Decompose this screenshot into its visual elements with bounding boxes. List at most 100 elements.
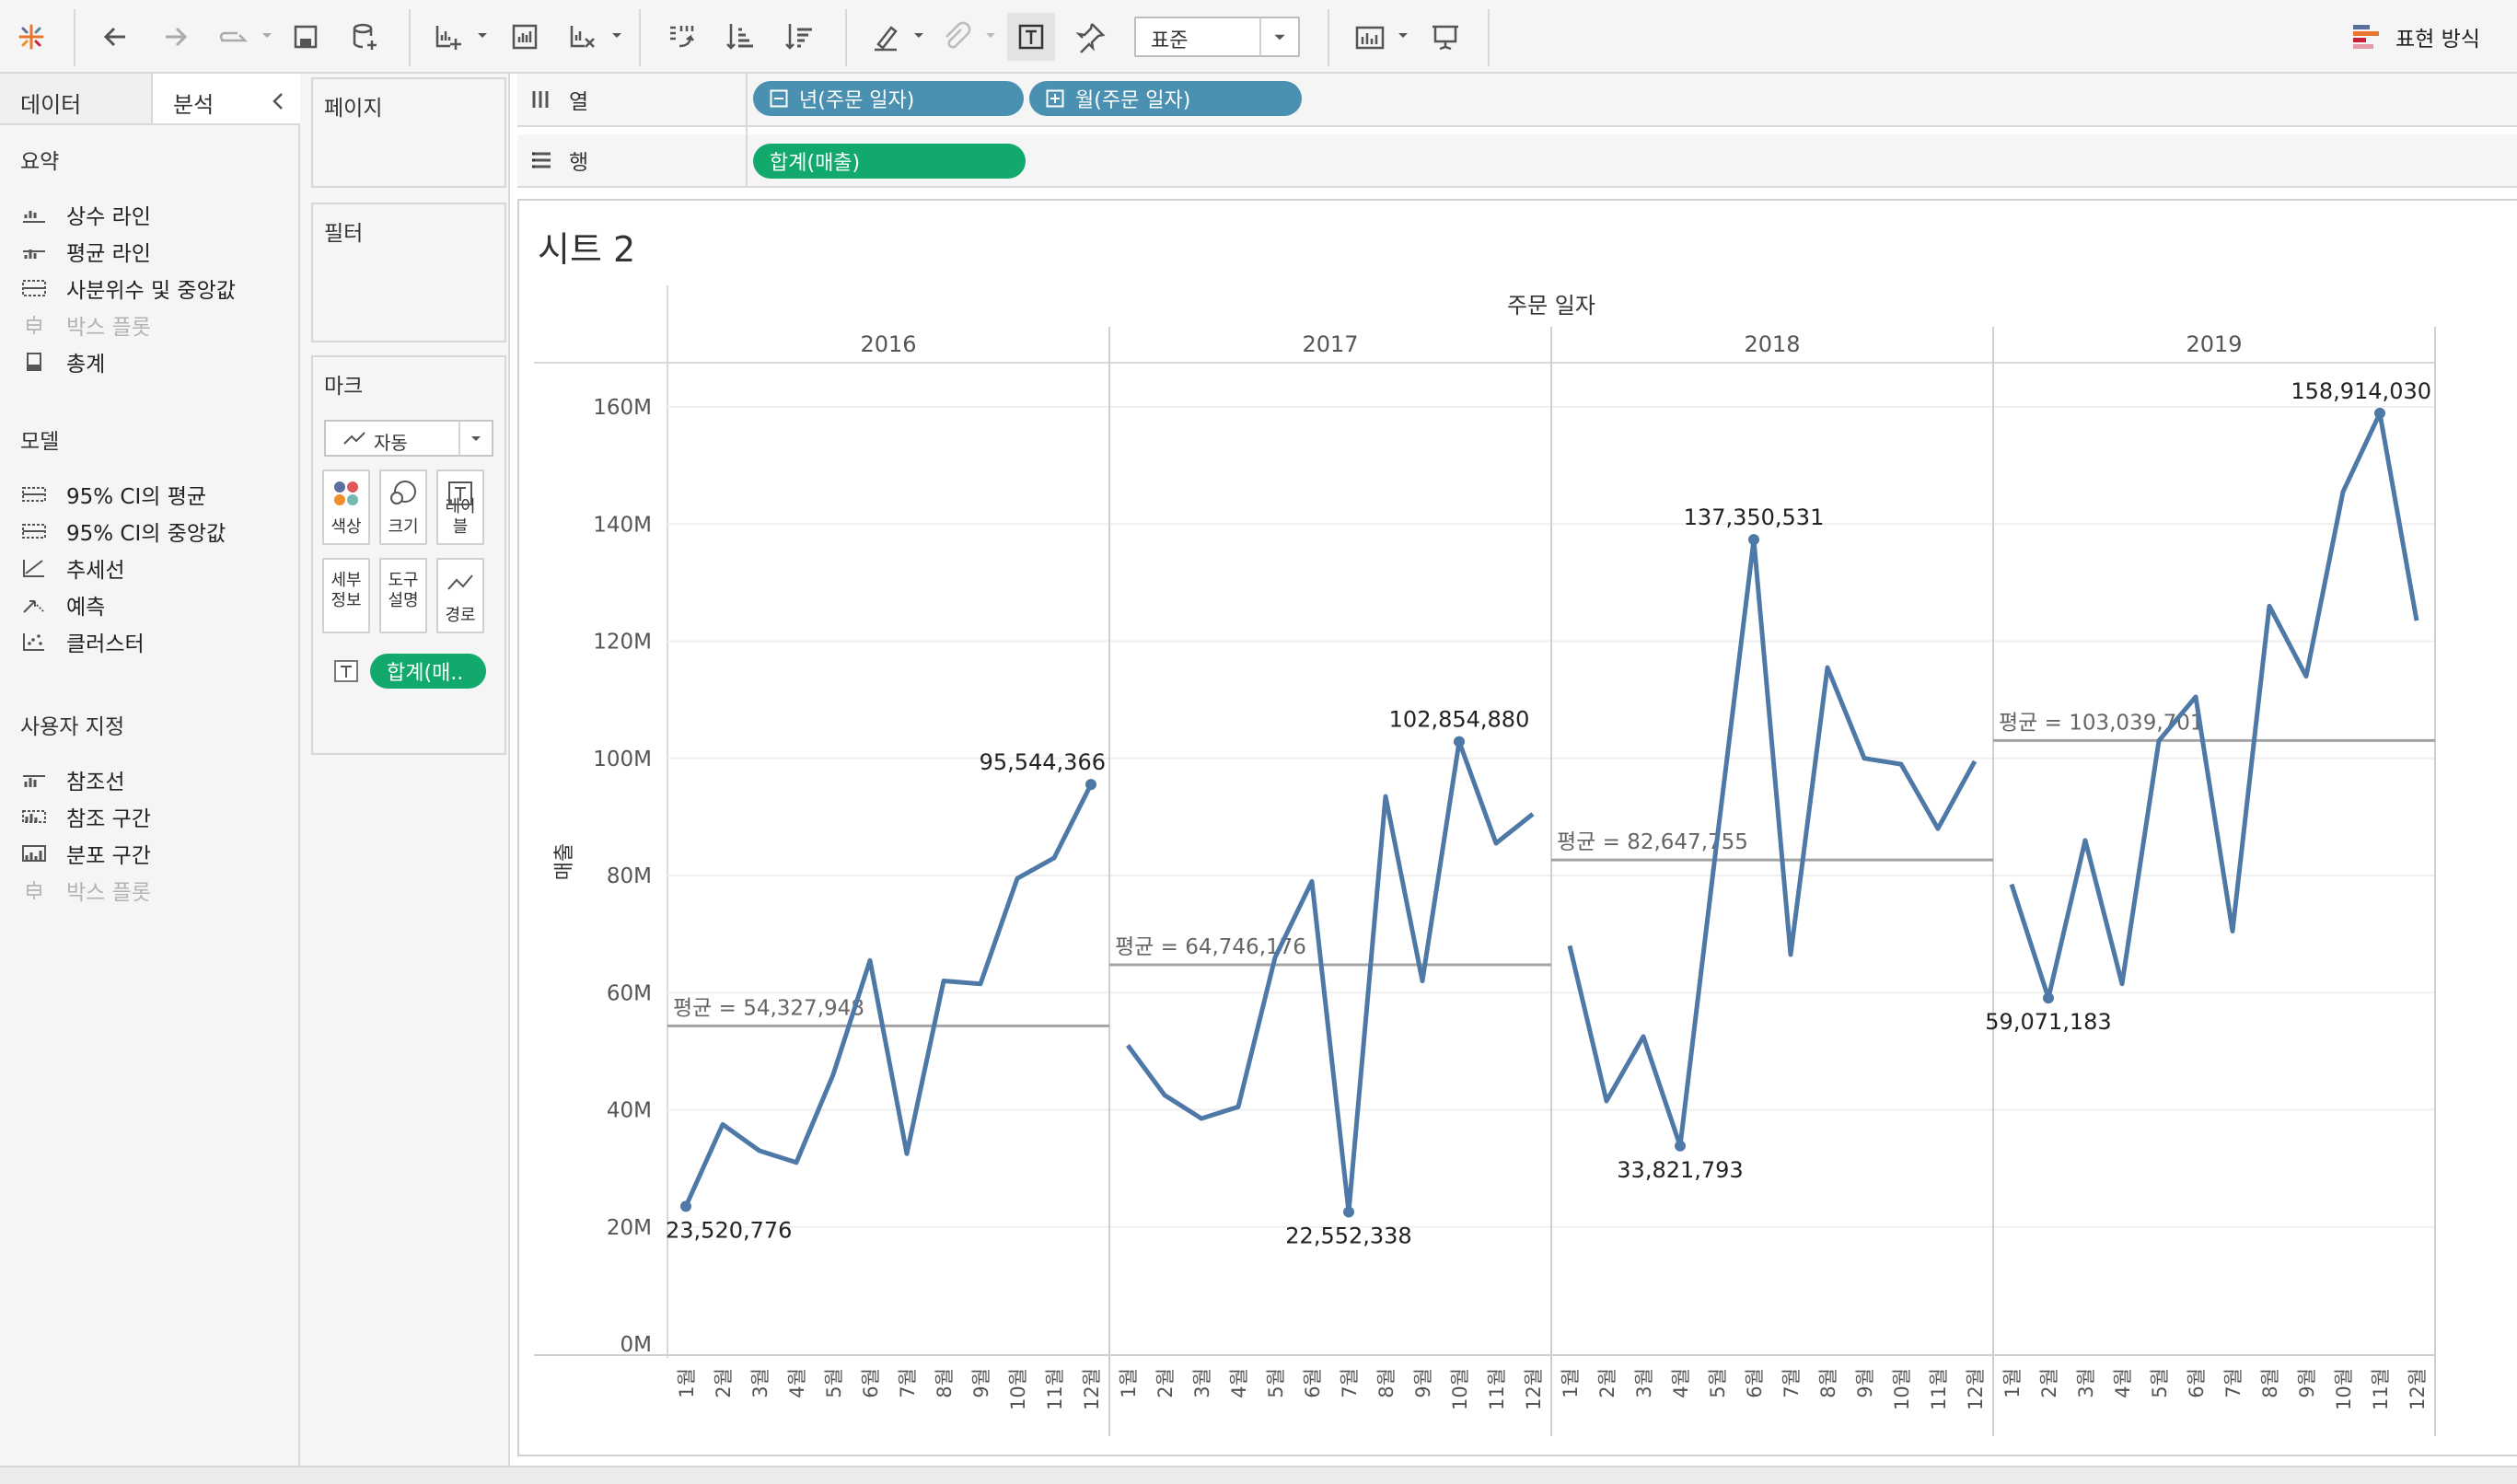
tab-data-label[interactable]: 데이터 bbox=[20, 92, 82, 118]
analytics-item[interactable]: 참조 구간 bbox=[20, 801, 151, 832]
distribution-band-icon bbox=[22, 845, 46, 862]
data-point-marker bbox=[680, 1200, 691, 1212]
chevron-down-icon bbox=[1259, 18, 1298, 55]
pages-card[interactable]: 페이지 bbox=[311, 77, 506, 188]
chevron-down-icon[interactable] bbox=[609, 28, 624, 42]
pin-axes-icon[interactable] bbox=[1066, 13, 1114, 61]
x-tick-label: 11월 bbox=[1486, 1368, 1508, 1410]
redo-icon[interactable] bbox=[151, 13, 199, 61]
analytics-item[interactable]: 95% CI의 중앙값 bbox=[20, 516, 226, 547]
analytics-item[interactable]: 참조선 bbox=[20, 764, 124, 795]
sort-descending-icon[interactable] bbox=[775, 13, 823, 61]
x-tick-label: 5월 bbox=[823, 1368, 845, 1398]
rows-label-text: 행 bbox=[569, 151, 589, 175]
tab-data[interactable] bbox=[0, 74, 153, 125]
clear-sheet-icon[interactable] bbox=[558, 13, 606, 61]
data-point-marker bbox=[1675, 1140, 1686, 1152]
color-button-label: 색상 bbox=[331, 517, 362, 537]
marks-card-title: 마크 bbox=[324, 375, 364, 399]
chevron-down-icon bbox=[458, 422, 492, 455]
tableau-logo-icon[interactable] bbox=[7, 13, 55, 61]
tooltip-button[interactable]: 도구 설명 bbox=[379, 558, 427, 633]
new-worksheet-icon[interactable] bbox=[423, 13, 471, 61]
data-label: 22,552,338 bbox=[1285, 1223, 1411, 1249]
x-tick-label: 3월 bbox=[1191, 1368, 1213, 1398]
x-tick-label: 5월 bbox=[1707, 1368, 1729, 1398]
presentation-mode-icon[interactable] bbox=[1421, 13, 1469, 61]
chevron-down-icon[interactable] bbox=[983, 28, 998, 42]
marks-sum-sales-pill[interactable]: 합계(매.. bbox=[370, 654, 486, 689]
chevron-down-icon[interactable] bbox=[260, 28, 274, 42]
x-tick-label: 2월 bbox=[1154, 1368, 1177, 1398]
show-hide-cards-icon[interactable] bbox=[1346, 13, 1394, 61]
highlight-icon[interactable] bbox=[862, 13, 910, 61]
label-button[interactable]: 레이블 bbox=[436, 470, 484, 545]
text-encoding-icon bbox=[334, 660, 358, 682]
chevron-down-icon[interactable] bbox=[911, 28, 926, 42]
color-button[interactable]: 색상 bbox=[322, 470, 370, 545]
x-tick-label: 7월 bbox=[1780, 1368, 1803, 1398]
x-tick-label: 7월 bbox=[1339, 1368, 1361, 1398]
save-icon[interactable] bbox=[282, 13, 330, 61]
forecast-icon bbox=[23, 600, 45, 613]
replay-icon[interactable] bbox=[210, 13, 258, 61]
month-order-date-pill[interactable]: 월(주문 일자) bbox=[1029, 81, 1302, 116]
analytics-item[interactable]: 사분위수 및 중앙값 bbox=[20, 272, 236, 304]
x-tick-label: 11월 bbox=[1928, 1368, 1950, 1410]
x-tick-label: 10월 bbox=[2333, 1368, 2355, 1410]
detail-button[interactable]: 세부 정보 bbox=[322, 558, 370, 633]
expand-icon[interactable] bbox=[1046, 89, 1064, 108]
x-tick-label: 9월 bbox=[970, 1368, 992, 1398]
path-button[interactable]: 경로 bbox=[436, 558, 484, 633]
show-mark-labels-icon[interactable] bbox=[1007, 13, 1055, 61]
analytics-item-label: 참조 구간 bbox=[66, 807, 151, 831]
y-tick-label: 20M bbox=[607, 1216, 652, 1240]
data-point-marker bbox=[1343, 1206, 1354, 1218]
new-data-source-icon[interactable] bbox=[341, 13, 389, 61]
swap-rows-columns-icon[interactable] bbox=[657, 13, 705, 61]
size-button[interactable]: 크기 bbox=[379, 470, 427, 545]
analytics-item[interactable]: 총계 bbox=[20, 346, 105, 377]
analytics-item[interactable]: 추세선 bbox=[20, 552, 124, 584]
rows-icon bbox=[532, 152, 551, 168]
group-members-icon[interactable] bbox=[932, 13, 980, 61]
analytics-item[interactable]: 클러스터 bbox=[20, 626, 145, 657]
analytics-item[interactable]: 상수 라인 bbox=[20, 199, 151, 230]
analytics-item[interactable]: 예측 bbox=[20, 589, 105, 620]
tab-analytics-label[interactable]: 분석 bbox=[173, 92, 215, 118]
filters-card[interactable]: 필터 bbox=[311, 203, 506, 342]
collapse-icon[interactable] bbox=[770, 89, 788, 108]
undo-icon[interactable] bbox=[92, 13, 140, 61]
analytics-item[interactable]: 95% CI의 평균 bbox=[20, 479, 206, 510]
filters-card-title: 필터 bbox=[324, 222, 364, 246]
y-tick-label: 100M bbox=[593, 748, 652, 771]
analytics-item[interactable]: 분포 구간 bbox=[20, 838, 151, 869]
sales-line-2016 bbox=[683, 783, 1094, 1208]
sum-sales-pill[interactable]: 합계(매출) bbox=[753, 144, 1026, 179]
columns-shelf-label: 열 bbox=[530, 81, 588, 118]
duplicate-sheet-icon[interactable] bbox=[501, 13, 549, 61]
mark-type-value: 자동 bbox=[374, 432, 408, 454]
chevron-down-icon[interactable] bbox=[475, 28, 490, 42]
analytics-item-label: 예측 bbox=[66, 596, 106, 620]
analytics-item: 박스 플롯 bbox=[20, 875, 151, 906]
year-order-date-pill[interactable]: 년(주문 일자) bbox=[753, 81, 1024, 116]
analytics-item-label: 분포 구간 bbox=[66, 844, 151, 868]
sort-ascending-icon[interactable] bbox=[716, 13, 764, 61]
x-tick-label: 8월 bbox=[2259, 1368, 2281, 1398]
collapse-pane-icon[interactable] bbox=[271, 92, 285, 110]
data-label: 23,520,776 bbox=[666, 1217, 792, 1243]
y-tick-label: 80M bbox=[607, 864, 652, 888]
sales-line-2018 bbox=[1567, 537, 1978, 1149]
x-tick-label: 3월 bbox=[2075, 1368, 2097, 1398]
chevron-down-icon[interactable] bbox=[1396, 28, 1410, 42]
show-me-button[interactable]: 표현 방식 bbox=[2351, 17, 2480, 57]
analytics-item-label: 사분위수 및 중앙값 bbox=[66, 279, 236, 303]
constant-line-icon bbox=[23, 211, 45, 223]
mark-type-dropdown[interactable]: 자동 bbox=[324, 420, 493, 457]
fit-dropdown[interactable]: 표준 bbox=[1134, 17, 1300, 57]
y-tick-label: 0M bbox=[621, 1333, 652, 1357]
x-tick-label: 4월 bbox=[2112, 1368, 2134, 1398]
analytics-item[interactable]: 평균 라인 bbox=[20, 236, 151, 267]
